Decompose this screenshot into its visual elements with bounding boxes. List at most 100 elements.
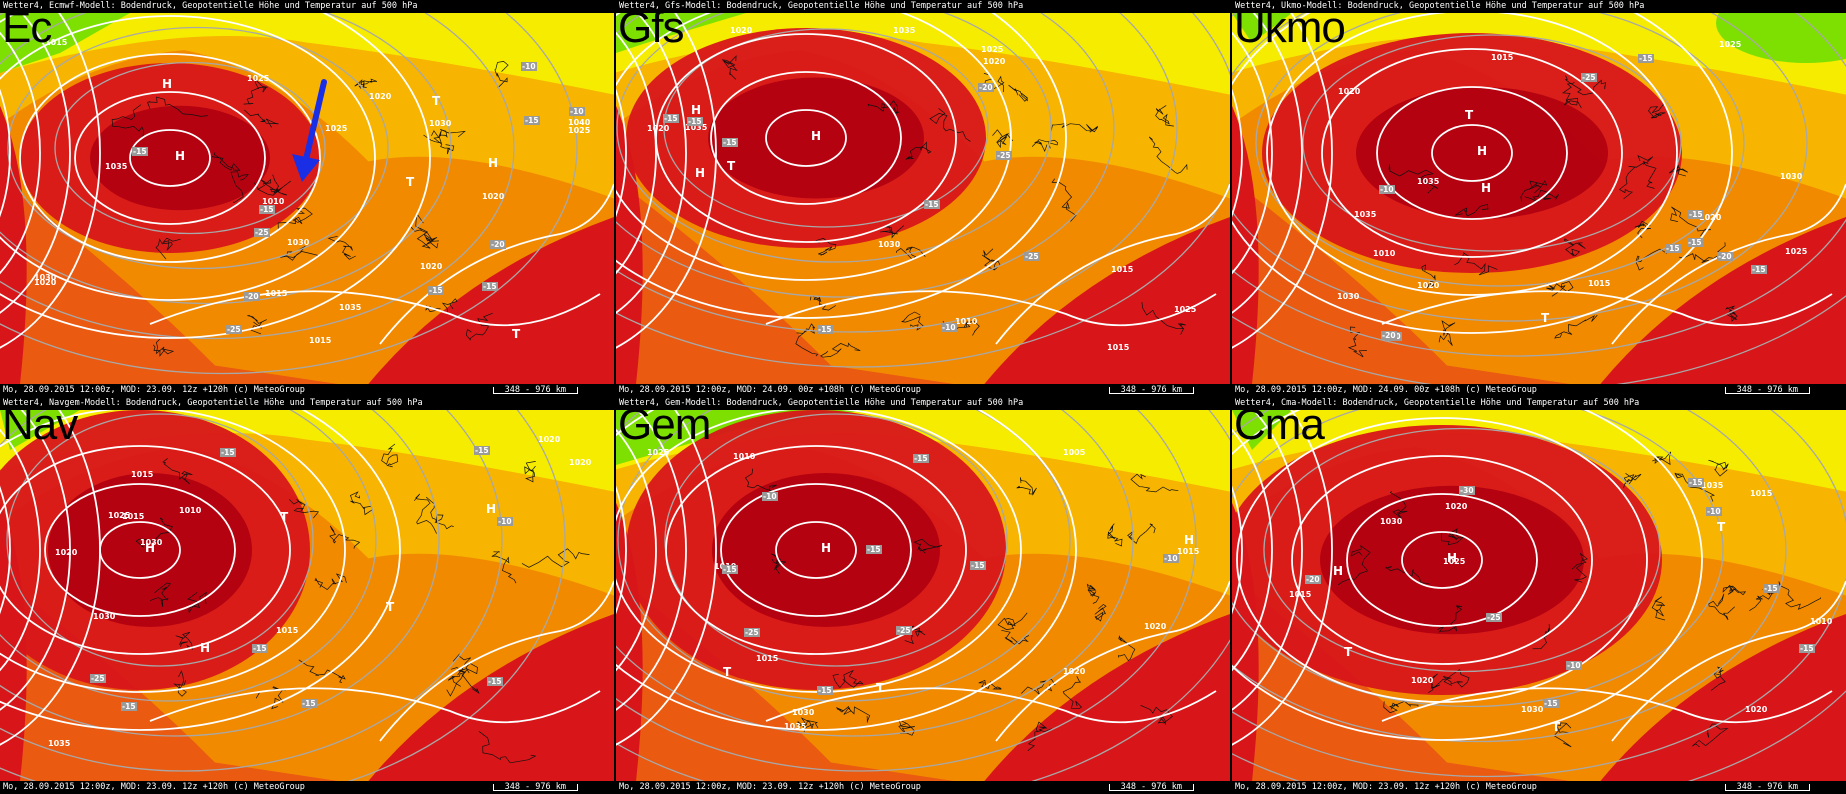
temperature-label: -20 xyxy=(1717,252,1733,261)
isobar-value-label: 1025 xyxy=(981,45,1004,54)
isobar-low xyxy=(0,13,71,314)
high-pressure-marker: H xyxy=(175,149,186,163)
high-pressure-marker: H xyxy=(691,103,702,117)
low-pressure-marker: T xyxy=(727,159,736,173)
temperature-label: -10 xyxy=(521,62,537,71)
coast-line xyxy=(1130,473,1179,493)
model-label: Ukmo xyxy=(1234,3,1346,52)
isobar-value-label: 1020 xyxy=(1445,502,1468,511)
coast-line xyxy=(354,78,378,89)
coast-line xyxy=(809,295,836,311)
temperature-label: -10 xyxy=(1163,554,1179,563)
coastlines xyxy=(744,468,1179,751)
isobar-value-label: 1015 xyxy=(1289,590,1312,599)
temperature-label: -15 xyxy=(132,147,148,156)
isobar-value-label: 1010 xyxy=(955,317,978,326)
coast-line xyxy=(173,670,187,697)
isobar-value-label: 1015 xyxy=(131,470,154,479)
temperature-label: -15 xyxy=(1638,54,1654,63)
isobar-low xyxy=(1232,31,1273,275)
panel-footer: Mo, 28.09.2015 12:00z, MOD: 24.09. 00z +… xyxy=(616,384,1230,397)
high-pressure-marker: H xyxy=(821,541,832,555)
coast-line xyxy=(1140,704,1173,725)
isobar-value-label: 1015 xyxy=(45,38,68,47)
coast-line xyxy=(465,312,493,341)
temperature-label: -15 xyxy=(252,644,268,653)
coast-line xyxy=(1021,678,1056,696)
temperature-label: -15 xyxy=(220,448,236,457)
height-contours xyxy=(1232,410,1846,781)
isobar-value-label: 1015 xyxy=(276,626,299,635)
coast-line xyxy=(1637,154,1657,189)
coast-line xyxy=(1708,593,1735,621)
coast-line xyxy=(478,731,537,764)
low-pressure-marker: T xyxy=(432,94,441,108)
height-contour xyxy=(0,410,566,781)
isobar-value-label: 1015 xyxy=(1107,343,1130,352)
field-cold-corner xyxy=(616,13,746,53)
isobar-value-label: 1010 xyxy=(1373,249,1396,258)
panel-header: Wetter4, Ecmwf-Modell: Bodendruck, Geopo… xyxy=(0,0,614,13)
coastlines xyxy=(722,55,1188,358)
temperature-label: -15 xyxy=(924,200,940,209)
height-contour xyxy=(1302,34,1682,252)
isobar-low xyxy=(0,428,41,672)
low-pressure-marker: T xyxy=(1344,645,1353,659)
low-pressure-marker: T xyxy=(386,600,395,614)
coast-line xyxy=(1648,103,1666,119)
isobar xyxy=(765,109,847,167)
isobar-value-label: 1035 xyxy=(339,303,362,312)
isobar xyxy=(1291,455,1593,665)
isobar-value-label: 1030 xyxy=(140,538,163,547)
low-pressure-marker: T xyxy=(723,665,732,679)
coast-line xyxy=(997,612,1028,630)
height-contour xyxy=(1232,410,1846,778)
height-contour xyxy=(0,410,377,702)
isobar xyxy=(710,71,902,205)
isobar-value-label: 1015 xyxy=(309,336,332,345)
coast-line xyxy=(446,653,471,697)
coast-line xyxy=(381,443,399,468)
height-contour xyxy=(1232,410,1787,743)
isobar xyxy=(616,13,1067,319)
map-panel-gfs: Wetter4, Gfs-Modell: Bodendruck, Geopote… xyxy=(616,0,1230,397)
height-contour xyxy=(0,410,440,737)
coast-line xyxy=(913,538,943,554)
isobar-value-label: 1025 xyxy=(325,124,348,133)
field-svg xyxy=(0,13,614,384)
coast-line xyxy=(1437,605,1463,633)
temperature-label: -15 xyxy=(1799,644,1815,653)
field-west-band xyxy=(616,105,643,384)
isobar-value-label: 1030 xyxy=(1780,172,1803,181)
coast-line xyxy=(187,591,207,614)
coast-line xyxy=(280,245,320,261)
coastlines xyxy=(111,61,509,357)
temperature-label: -15 xyxy=(866,545,882,554)
field-dark-core xyxy=(708,77,924,199)
height-contour xyxy=(616,410,1134,737)
isobar-south xyxy=(1381,290,1833,327)
scale-bar: 348 - 976 km xyxy=(1108,782,1195,792)
field-warm-sw xyxy=(0,179,338,384)
temperature-label: -15 xyxy=(259,205,275,214)
isobar-value-label: 1020 xyxy=(55,548,78,557)
isobar-value-label: 1030 xyxy=(1380,517,1403,526)
temperature-label: -25 xyxy=(896,626,912,635)
field-svg xyxy=(1232,13,1846,384)
isobars xyxy=(0,410,614,746)
coast-line xyxy=(1155,105,1174,127)
low-pressure-marker: T xyxy=(1465,108,1474,122)
isobar-value-label: 1025 xyxy=(1785,247,1808,256)
isobar-value-label: 1035 xyxy=(1701,481,1724,490)
isobar-low xyxy=(0,31,41,275)
coast-line xyxy=(771,553,787,575)
field-yellow xyxy=(0,13,614,95)
coast-line xyxy=(409,225,439,245)
isobar-value-label: 1025 xyxy=(1174,305,1197,314)
isobar-value-label: 1010 xyxy=(1810,617,1833,626)
isobar-value-label: 1020 xyxy=(647,124,670,133)
height-contour xyxy=(0,410,503,772)
isobar-low xyxy=(0,410,101,746)
height-contours xyxy=(0,410,566,781)
field-dark-core xyxy=(1356,87,1608,219)
